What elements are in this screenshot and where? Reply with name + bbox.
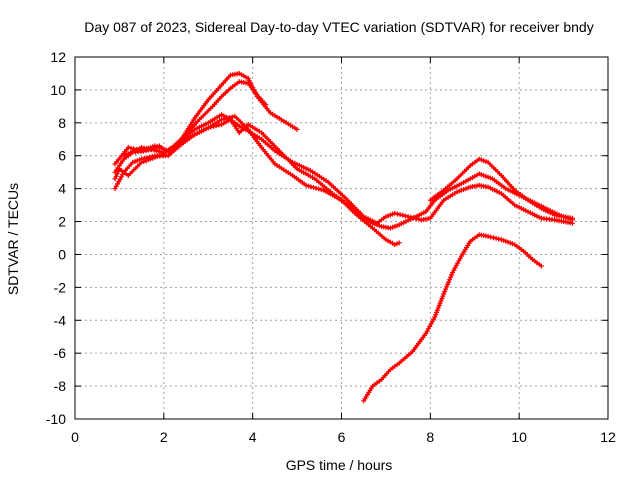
axis-ticks (74, 56, 609, 420)
y-tick-label: -10 (46, 411, 66, 427)
y-tick-label: 0 (58, 246, 66, 262)
y-tick-labels: -10 -8 -6 -4 -2 0 2 4 6 8 10 12 (46, 49, 66, 427)
series-track-4 (112, 112, 575, 231)
y-tick-label: 6 (58, 148, 66, 164)
x-tick-label: 12 (600, 429, 616, 445)
x-tick-label: 8 (426, 429, 434, 445)
y-axis-label: SDTVAR / TECUs (5, 183, 21, 295)
series-markers (427, 156, 575, 221)
series-track-6 (427, 156, 575, 221)
grid-lines (75, 57, 608, 419)
series-track-5 (121, 113, 402, 248)
x-axis-label: GPS time / hours (286, 457, 393, 473)
y-tick-label: 12 (50, 49, 66, 65)
series-markers (112, 112, 575, 231)
series-track-3 (112, 117, 575, 226)
series-markers (112, 117, 575, 226)
series-line (362, 233, 543, 402)
x-tick-label: 0 (71, 429, 79, 445)
x-tick-label: 6 (338, 429, 346, 445)
x-tick-labels: 0 2 4 6 8 10 12 (71, 429, 616, 445)
y-tick-label: 2 (58, 214, 66, 230)
y-tick-label: -8 (54, 378, 67, 394)
y-tick-label: -6 (54, 345, 67, 361)
data-series (112, 71, 575, 404)
series-markers (361, 232, 544, 404)
y-tick-label: 4 (58, 181, 66, 197)
x-tick-label: 10 (511, 429, 527, 445)
x-tick-label: 4 (249, 429, 257, 445)
series-line (114, 113, 573, 230)
x-tick-label: 2 (160, 429, 168, 445)
y-tick-label: 10 (50, 82, 66, 98)
series-markers (121, 113, 402, 248)
series-track-7 (361, 232, 544, 404)
y-tick-label: -4 (54, 312, 67, 328)
y-tick-label: -2 (54, 279, 67, 295)
chart-title: Day 087 of 2023, Sidereal Day-to-day VTE… (84, 19, 593, 35)
y-tick-label: 8 (58, 115, 66, 131)
series-line (123, 114, 400, 246)
